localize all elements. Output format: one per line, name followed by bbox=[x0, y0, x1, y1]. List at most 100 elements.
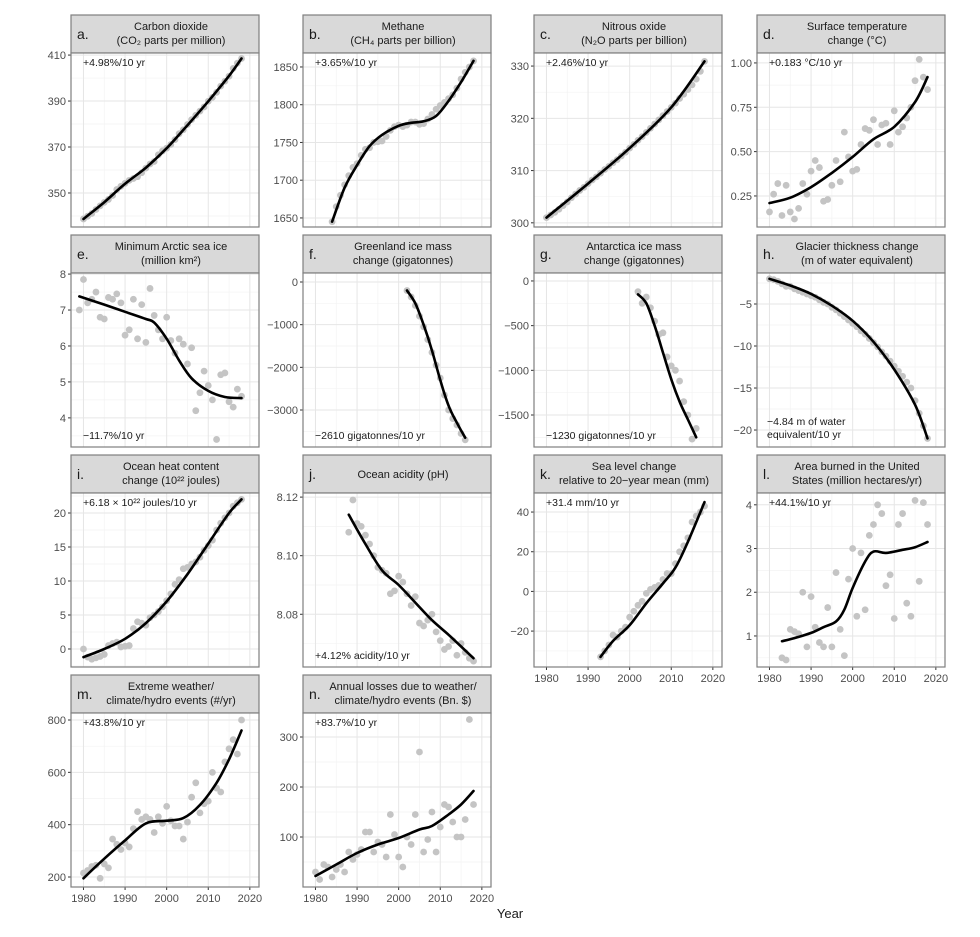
panel-title: Annual losses due to weather/ bbox=[329, 681, 477, 693]
data-point bbox=[874, 501, 882, 509]
data-point bbox=[125, 843, 133, 851]
data-point bbox=[878, 510, 886, 517]
data-point bbox=[407, 602, 415, 609]
data-point bbox=[778, 212, 786, 219]
trend-line bbox=[768, 277, 929, 440]
y-tick-label: 1750 bbox=[274, 137, 298, 149]
data-point bbox=[345, 528, 353, 536]
data-point bbox=[386, 811, 394, 818]
trend-annotation: +0.183 °C/10 yr bbox=[769, 57, 843, 69]
panel-title: change (10²² joules) bbox=[122, 475, 220, 487]
y-tick-label: 4 bbox=[60, 413, 66, 425]
data-point bbox=[688, 435, 696, 443]
y-tick-label: 5 bbox=[60, 377, 66, 389]
data-point bbox=[659, 329, 667, 337]
data-point bbox=[832, 157, 840, 164]
panel-letter: l. bbox=[763, 466, 770, 482]
data-point bbox=[192, 779, 200, 787]
y-tick-label: 100 bbox=[280, 832, 298, 844]
trend-line bbox=[405, 289, 467, 439]
trend-annotation: −1230 gigatonnes/10 yr bbox=[546, 430, 657, 442]
trend-annotation: +6.18 × 10²² joules/10 yr bbox=[83, 497, 197, 509]
data-point bbox=[233, 750, 241, 758]
data-point bbox=[382, 853, 390, 861]
data-point bbox=[634, 288, 642, 296]
y-tick-label: 600 bbox=[48, 767, 66, 779]
panel-title: Ocean heat content bbox=[123, 461, 219, 473]
data-point bbox=[366, 828, 373, 836]
trend-annotation: +3.65%/10 yr bbox=[315, 57, 378, 69]
plot-border bbox=[70, 52, 260, 228]
data-point bbox=[870, 116, 877, 124]
trend-line bbox=[636, 293, 698, 439]
data-point bbox=[175, 822, 183, 830]
plot-area bbox=[757, 273, 945, 447]
trend-annotation: −4.84 m of water bbox=[767, 416, 846, 428]
data-point bbox=[150, 829, 158, 836]
y-tick-label: 1700 bbox=[274, 175, 298, 187]
y-tick-label: −2000 bbox=[267, 362, 298, 374]
panel-strip bbox=[756, 454, 946, 494]
data-point bbox=[461, 436, 469, 444]
data-point bbox=[75, 306, 83, 314]
data-point bbox=[457, 833, 465, 841]
data-point bbox=[399, 578, 407, 586]
panel-title: (m of water equivalent) bbox=[801, 255, 913, 267]
data-point bbox=[849, 545, 857, 552]
data-point bbox=[803, 643, 811, 651]
x-tick-label: 2020 bbox=[238, 893, 262, 905]
data-point bbox=[436, 637, 444, 645]
trend-line bbox=[768, 75, 929, 205]
panel-title: relative to 20−year mean (mm) bbox=[559, 475, 709, 487]
x-tick-label: 2000 bbox=[840, 673, 864, 685]
x-tick-label: 1980 bbox=[757, 673, 781, 685]
plot-area bbox=[71, 713, 259, 887]
y-tick-label: 2 bbox=[746, 587, 752, 599]
y-tick-label: 40 bbox=[517, 507, 529, 519]
data-point bbox=[865, 126, 873, 134]
y-tick-label: 10 bbox=[54, 576, 66, 588]
y-tick-label: 1650 bbox=[274, 213, 298, 225]
panel-b: b. Methane (CH₄ parts per billion) 1650 1700… bbox=[274, 14, 492, 228]
y-tick-label: 410 bbox=[48, 50, 66, 62]
y-tick-label: 8.12 bbox=[277, 492, 298, 504]
y-tick-label: 15 bbox=[54, 542, 66, 554]
panel-i: i. Ocean heat content change (10²² joules)… bbox=[54, 454, 260, 668]
plot-border bbox=[533, 492, 723, 668]
panel-letter: i. bbox=[77, 466, 84, 482]
data-point bbox=[890, 615, 898, 622]
x-tick-label: 2010 bbox=[196, 893, 220, 905]
data-point bbox=[432, 848, 440, 856]
y-tick-label: 310 bbox=[511, 166, 529, 178]
panel-title: climate/hydro events (#/yr) bbox=[106, 695, 236, 707]
panel-letter: d. bbox=[763, 26, 775, 42]
panel-title: Greenland ice mass bbox=[354, 241, 452, 253]
y-tick-label: 350 bbox=[48, 188, 66, 200]
data-point bbox=[142, 338, 150, 346]
y-tick-label: 1.00 bbox=[731, 58, 752, 70]
trend-line bbox=[545, 60, 706, 219]
y-tick-label: −3000 bbox=[267, 405, 298, 417]
y-tick-label: −1500 bbox=[498, 410, 529, 422]
data-point bbox=[428, 610, 436, 618]
data-point bbox=[630, 607, 638, 615]
data-point bbox=[470, 801, 477, 808]
data-point bbox=[341, 868, 348, 876]
data-point bbox=[129, 625, 137, 632]
x-tick-label: 1990 bbox=[345, 893, 369, 905]
y-tick-label: −20 bbox=[510, 626, 529, 638]
data-point bbox=[811, 623, 819, 631]
trend-line bbox=[314, 789, 475, 878]
y-tick-label: 390 bbox=[48, 96, 66, 108]
data-point bbox=[903, 599, 911, 607]
data-point bbox=[407, 841, 415, 848]
trend-annotation: +2.46%/10 yr bbox=[546, 57, 609, 69]
panel-letter: n. bbox=[309, 686, 321, 702]
panel-letter: j. bbox=[308, 466, 316, 482]
data-point bbox=[146, 285, 154, 292]
panel-title: (N₂O parts per billion) bbox=[581, 35, 687, 47]
y-tick-label: 0 bbox=[523, 586, 529, 598]
trend-annotation: −11.7%/10 yr bbox=[83, 430, 145, 442]
data-point bbox=[692, 425, 700, 432]
data-point bbox=[105, 864, 112, 872]
